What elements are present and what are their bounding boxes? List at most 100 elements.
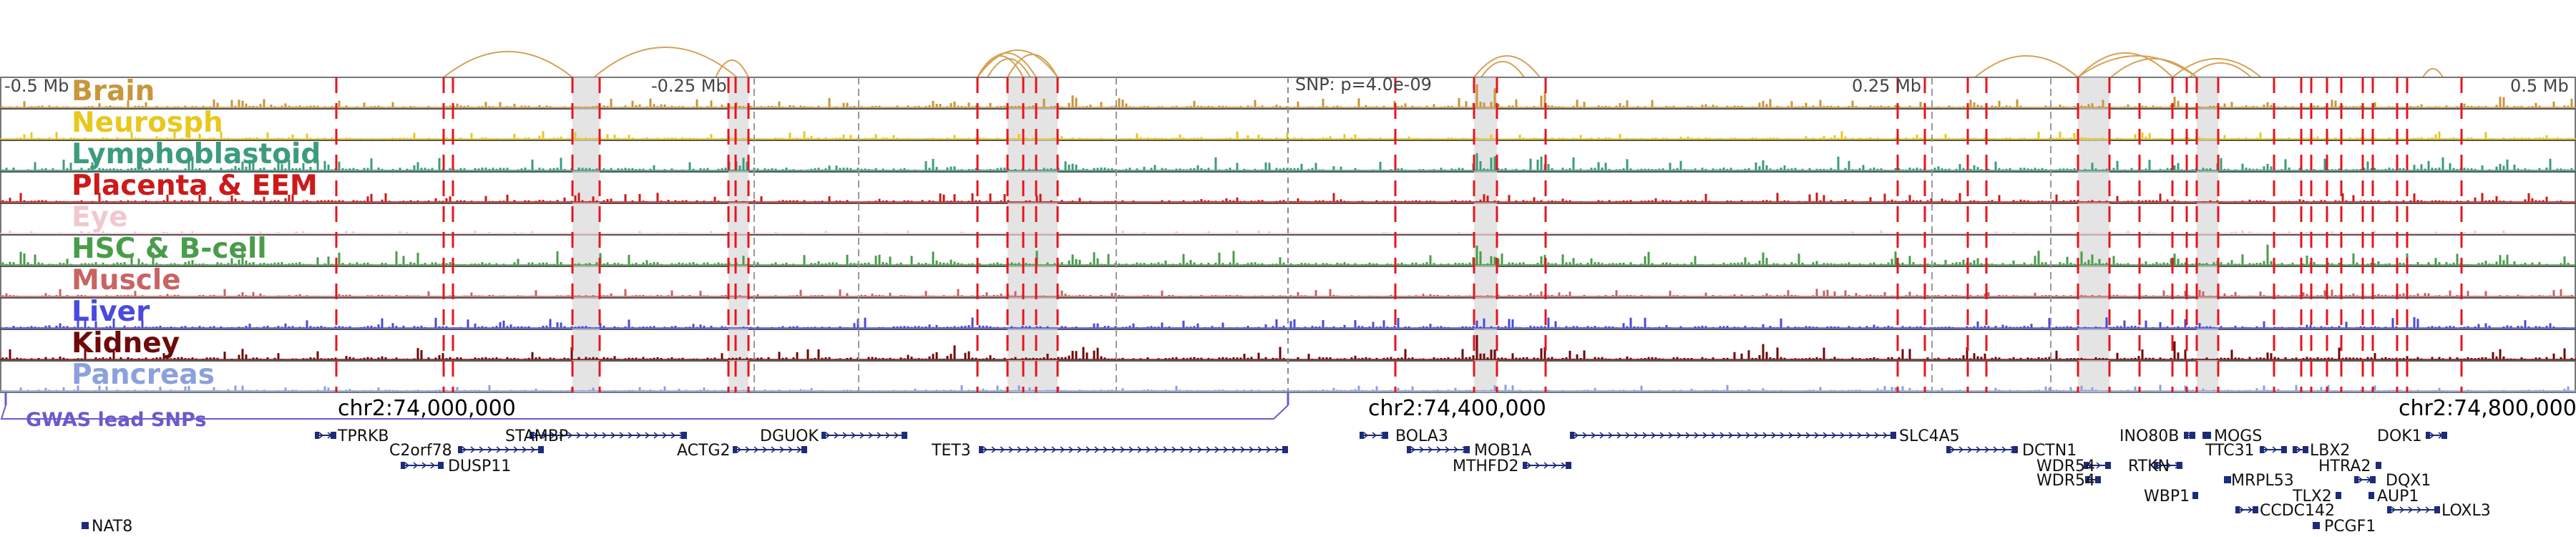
gene-exon [2084, 462, 2088, 469]
gene-exon [2313, 522, 2317, 529]
gene-model[interactable]: TLX2 [2292, 488, 2341, 505]
track-label-pancreas: Pancreas [72, 359, 215, 391]
gene-exon [2434, 506, 2440, 513]
gene-exon [2441, 432, 2447, 439]
gene-label: MOB1A [1474, 442, 1531, 460]
signal-peaks [1, 384, 2570, 391]
track-label-kidney: Kidney [72, 327, 180, 359]
strand-arrows [1574, 432, 1897, 439]
gene-exon [2370, 492, 2374, 499]
interaction-arc [977, 49, 1058, 78]
signal-track-hsc-b-cell [0, 244, 2576, 266]
gene-label: MTHFD2 [1453, 458, 1519, 475]
gene-label: ACTG2 [677, 442, 731, 460]
gene-model[interactable]: DOK1 [2377, 427, 2447, 445]
gene-model[interactable]: INO80B [2119, 427, 2195, 445]
gene-exon [1360, 432, 1364, 439]
gene-exon [1407, 446, 1411, 453]
gene-exon [2205, 432, 2211, 439]
gene-label: INO80B [2119, 427, 2179, 445]
snp-pvalue-label: SNP: p=4.0e-09 [1295, 74, 1432, 95]
signal-peaks [1, 289, 2573, 296]
gene-exon [2293, 446, 2297, 453]
gene-exon [530, 432, 534, 439]
gene-exon [2202, 432, 2207, 439]
gene-model[interactable]: RTKN [2128, 458, 2182, 475]
gene-exon [2281, 446, 2287, 453]
gene-model[interactable]: STAMBP [505, 427, 687, 445]
gene-model[interactable]: AUP1 [2368, 488, 2419, 505]
gene-model[interactable]: DCTN1 [1946, 442, 2077, 460]
gene-label: TPRKB [337, 427, 389, 445]
range-label-mid-left: -0.25 Mb [651, 76, 727, 96]
track-label-lymphoblastoid: Lymphoblastoid [72, 138, 321, 170]
gene-label: WDR54 [2036, 458, 2095, 475]
gene-exon [2154, 462, 2158, 469]
gene-exon [2184, 432, 2188, 439]
strand-arrows [462, 446, 545, 453]
gene-model[interactable]: WBP1 [2144, 488, 2198, 505]
gene-label: MOGS [2214, 427, 2262, 445]
interaction-arc [1473, 55, 1541, 78]
gene-exon [84, 522, 89, 529]
gene-model[interactable]: WDR54 [2036, 472, 2101, 490]
gene-exon [1523, 462, 1527, 469]
gene-label: TET3 [931, 442, 971, 460]
gene-model[interactable]: DQX1 [2354, 472, 2431, 490]
gene-model[interactable]: HTRA2 [2318, 458, 2381, 475]
gene-model[interactable]: TTC31 [2205, 442, 2287, 460]
gene-label: PCGF1 [2324, 518, 2376, 536]
coordinate-label-3: chr2:74,800,000 [2399, 396, 2576, 421]
gene-exon [315, 432, 319, 439]
gene-label: WBP1 [2144, 488, 2190, 505]
interaction-arc [2110, 58, 2197, 78]
gene-label: TLX2 [2292, 488, 2332, 505]
gene-exon [2387, 506, 2391, 513]
interaction-arc [2077, 55, 2197, 78]
gene-model[interactable]: MTHFD2 [1453, 458, 1571, 475]
signal-peaks [1, 334, 2573, 359]
gene-model[interactable]: WDR54 [2036, 458, 2111, 475]
gene-model[interactable]: LOXL3 [2387, 502, 2491, 520]
interaction-arc [593, 47, 738, 78]
gene-model[interactable]: DGUOK [760, 427, 908, 445]
gene-model[interactable]: PCGF1 [2313, 518, 2376, 536]
gene-model[interactable]: NAT8 [82, 518, 132, 536]
gene-exon [458, 446, 462, 453]
gene-label: DUSP11 [448, 458, 511, 475]
range-label-left: -0.5 Mb [4, 76, 69, 96]
range-label-mid-right: 0.25 Mb [1852, 76, 1921, 96]
gene-model[interactable]: MOB1A [1407, 442, 1531, 460]
gene-model[interactable]: MOGS [2202, 427, 2262, 445]
gene-model[interactable]: MRPL53 [2224, 472, 2294, 490]
gene-model[interactable]: DUSP11 [401, 458, 511, 475]
gene-model[interactable]: ACTG2 [677, 442, 807, 460]
highlight-region [2078, 77, 2109, 392]
gene-model[interactable]: C2orf78 [389, 442, 545, 460]
gene-exon [2190, 432, 2195, 439]
tracks-frame [0, 77, 2576, 393]
gene-exon [1566, 462, 1571, 469]
gene-exon [979, 446, 983, 453]
interaction-arc [715, 59, 749, 78]
gene-exon [2376, 462, 2380, 469]
interaction-arc [2172, 58, 2262, 78]
coordinate-label-1: chr2:74,000,000 [338, 396, 516, 421]
signal-peaks [5, 316, 2566, 328]
gene-label: CCDC142 [2260, 502, 2335, 520]
gene-model[interactable]: TPRKB [315, 427, 389, 445]
gene-model[interactable]: LBX2 [2293, 442, 2350, 460]
track-label-liver: Liver [72, 296, 150, 328]
strand-arrows [1526, 462, 1566, 469]
highlight-region [2197, 77, 2218, 392]
interaction-arc [443, 51, 573, 78]
strand-arrows [982, 446, 1289, 453]
gene-model[interactable]: SLC4A5 [1570, 427, 1960, 445]
gene-model[interactable]: CCDC142 [2235, 502, 2335, 520]
gene-exon [2235, 506, 2240, 513]
gene-model[interactable]: TET3 [931, 442, 1289, 460]
gene-model[interactable]: BOLA3 [1360, 427, 1448, 445]
interaction-arc [2189, 62, 2252, 78]
